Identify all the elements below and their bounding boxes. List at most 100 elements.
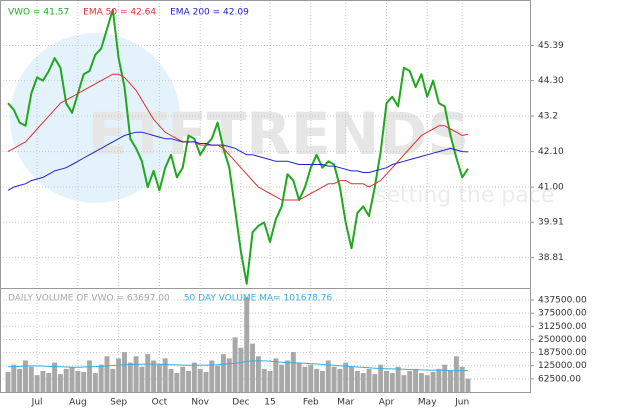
volume-bar <box>413 368 419 392</box>
y-tick-label: 43.2 <box>538 112 558 122</box>
x-tick-label: Oct <box>152 398 168 408</box>
volume-bar <box>244 297 250 392</box>
volume-bar <box>430 372 436 392</box>
volume-bar <box>81 372 87 392</box>
volume-bar <box>308 364 314 392</box>
volume-bar <box>255 356 261 392</box>
volume-bar <box>401 375 407 392</box>
volume-bar <box>360 373 366 392</box>
series-line <box>7 131 469 191</box>
volume-bar <box>453 356 459 392</box>
plot-layer: Jul Aug Sep Oct Nov Dec 15 Feb Mar Apr May Jun 45.39… <box>0 0 587 408</box>
volume-bar <box>250 343 256 392</box>
volume-bar <box>220 354 226 392</box>
volume-bar <box>395 366 401 392</box>
volume-bar <box>87 360 92 392</box>
volume-bar <box>424 375 430 392</box>
volume-bar <box>34 375 40 392</box>
volume-bar <box>203 372 209 392</box>
x-tick-label: 15 <box>264 398 275 408</box>
y-tick-label: 250000.00 <box>538 335 587 345</box>
volume-bar <box>5 372 11 392</box>
watermark-circle <box>10 33 180 203</box>
volume-bar <box>127 362 133 392</box>
volume-bar <box>366 368 372 392</box>
y-tick-label: 41.00 <box>538 183 564 193</box>
volume-bar <box>168 368 174 392</box>
volume-bar <box>116 358 122 392</box>
x-tick-label: Dec <box>232 398 249 408</box>
y-tick-label: 62500.00 <box>538 374 581 384</box>
y-tick-label: 39.91 <box>538 218 564 228</box>
legend-entry: EMA 50 = 42.64 <box>83 8 156 18</box>
volume-bar <box>98 364 104 392</box>
volume-bar <box>52 362 58 392</box>
volume-bar <box>436 368 442 392</box>
volume-bar <box>162 358 168 392</box>
x-tick-label: Jun <box>454 398 469 408</box>
volume-bar <box>40 370 46 392</box>
volume-bar <box>319 370 325 392</box>
volume-bar <box>92 373 98 392</box>
watermark-tagline: setting the pace <box>375 183 554 208</box>
x-tick-label: Apr <box>379 398 395 408</box>
y-tick-label: 125000.00 <box>538 361 587 371</box>
volume-bar <box>285 360 290 392</box>
volume-bar <box>133 356 139 392</box>
series-line <box>7 8 469 285</box>
volume-bar <box>46 373 52 392</box>
volume-bar <box>139 366 145 392</box>
volume-bar <box>418 373 424 392</box>
volume-bar <box>378 364 384 392</box>
volume-bar <box>290 352 296 392</box>
y-tick-label: 187500.00 <box>538 348 587 358</box>
x-tick-label: Aug <box>69 398 87 408</box>
volume-bar <box>17 368 23 392</box>
watermark-title: ETFTRENDS <box>88 100 469 168</box>
volume-bar <box>273 358 279 392</box>
volume-bar <box>442 364 448 392</box>
volume-bar <box>314 368 320 392</box>
volume-bar <box>75 370 81 392</box>
x-tick-label: Feb <box>303 398 319 408</box>
x-tick-label: May <box>418 398 437 408</box>
y-tick-label: 312500.00 <box>538 322 587 332</box>
volume-bar <box>197 368 203 392</box>
y-tick-label: 45.39 <box>538 41 564 51</box>
y-tick-label: 44.30 <box>538 76 564 86</box>
volume-bar <box>232 337 238 392</box>
volume-bar <box>104 356 110 392</box>
volume-bar <box>110 368 116 392</box>
volume-bar <box>69 366 75 392</box>
volume-bar <box>191 362 197 392</box>
x-tick-label: Nov <box>191 398 209 408</box>
volume-bar <box>354 370 360 392</box>
volume-bar <box>180 366 186 392</box>
volume-bar <box>465 378 471 392</box>
volume-bar <box>343 362 349 392</box>
volume-bar <box>267 370 273 392</box>
volume-bar <box>261 368 267 392</box>
volume-bar <box>448 370 454 392</box>
volume-bar <box>151 360 157 392</box>
legend-entry: 50 DAY VOLUME MA= 101678.76 <box>184 294 333 304</box>
x-tick-label: Jul <box>31 398 43 408</box>
volume-bar <box>349 366 355 392</box>
y-tick-label: 42.10 <box>538 147 564 157</box>
volume-bar <box>121 352 127 392</box>
volume-bar <box>145 354 151 392</box>
volume-bar <box>459 366 465 392</box>
volume-bar <box>279 364 285 392</box>
plot-frame <box>0 0 531 393</box>
series-line <box>7 360 468 372</box>
x-tick-label: Sep <box>110 398 127 408</box>
legend-entry: EMA 200 = 42.09 <box>170 8 249 18</box>
volume-bar <box>325 360 331 392</box>
volume-bar <box>389 373 395 392</box>
volume-bar <box>372 374 378 392</box>
legend-entry: VWO = 41.57 <box>8 8 69 18</box>
y-tick-label: 38.81 <box>538 253 564 263</box>
volume-bar <box>28 366 34 392</box>
y-tick-label: 437500.00 <box>538 296 587 306</box>
